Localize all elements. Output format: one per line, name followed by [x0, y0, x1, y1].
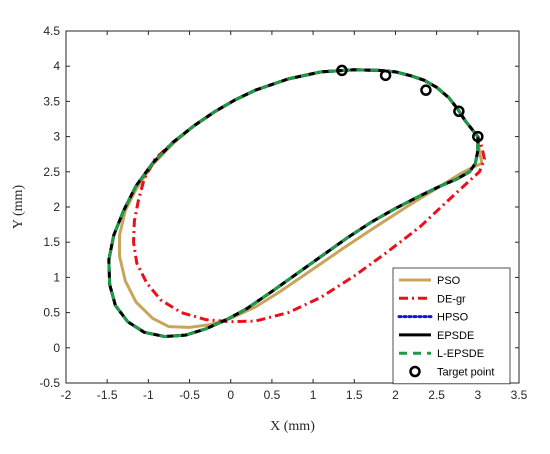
legend-label: EPSDE	[437, 330, 474, 342]
target-point-marker	[336, 64, 348, 77]
curves-layer	[107, 68, 486, 339]
y-tick-label: 3.5	[43, 94, 60, 108]
target-point-marker	[420, 84, 432, 96]
x-tick-label: 0.5	[264, 388, 281, 402]
legend-item-epsde: EPSDE	[399, 330, 474, 342]
y-tick-label: -0.5	[39, 376, 60, 390]
legend-label: L-EPSDE	[437, 348, 484, 360]
x-tick-labels: -2 -1.5 -1 -0.5 0 0.5 1 1.5 2 2.5 3 3.5	[61, 388, 528, 402]
x-tick-label: 2	[392, 388, 399, 402]
legend: PSO DE-gr HPSO EPSDE L-EPSDE Target point	[392, 267, 511, 385]
target-point-marker	[453, 105, 465, 118]
x-tick-label: -2	[61, 388, 72, 402]
y-tick-label: 2.5	[43, 165, 60, 179]
legend-label: Target point	[437, 367, 494, 379]
x-tick-label: 0	[227, 388, 234, 402]
x-tick-label: 2.5	[428, 388, 445, 402]
legend-box	[392, 267, 511, 385]
legend-item-de-gr: DE-gr	[399, 293, 466, 305]
legend-label: DE-gr	[437, 293, 466, 305]
x-tick-label: -1.5	[97, 388, 118, 402]
legend-item-l-epsde: L-EPSDE	[399, 348, 484, 360]
x-tick-label: 3.5	[511, 388, 528, 402]
y-tick-label: 3	[53, 130, 60, 144]
axis-ticks	[65, 30, 520, 384]
x-tick-label: -1	[143, 388, 154, 402]
series-l-epsde-line	[107, 68, 480, 339]
legend-items: PSO DE-gr HPSO EPSDE L-EPSDE Target point	[397, 275, 494, 379]
y-tick-labels: -0.5 0 0.5 1 1.5 2 2.5 3 3.5 4 4.5	[39, 24, 60, 390]
y-tick-label: 4	[53, 59, 60, 73]
legend-item-hpso: HPSO	[397, 312, 469, 324]
legend-label: PSO	[437, 275, 461, 287]
target-points-layer	[336, 64, 484, 143]
target-point-marker	[472, 130, 484, 143]
y-tick-label: 4.5	[43, 24, 60, 38]
legend-item-target-point: Target point	[409, 365, 494, 379]
x-tick-label: -0.5	[179, 388, 200, 402]
y-tick-label: 2	[53, 200, 60, 214]
y-tick-label: 1.5	[43, 235, 60, 249]
y-axis-label: Y (mm)	[11, 185, 26, 230]
y-tick-label: 0.5	[43, 306, 60, 320]
x-tick-label: 3	[474, 388, 481, 402]
target-point-marker	[379, 69, 392, 82]
legend-swatch-target-point	[409, 365, 421, 378]
legend-label: HPSO	[437, 312, 469, 324]
x-axis-label: X (mm)	[270, 419, 315, 434]
y-tick-label: 1	[53, 270, 60, 284]
legend-item-pso: PSO	[399, 275, 461, 287]
x-tick-label: 1	[310, 388, 317, 402]
x-tick-label: 1.5	[346, 388, 363, 402]
y-tick-label: 0	[53, 341, 60, 355]
